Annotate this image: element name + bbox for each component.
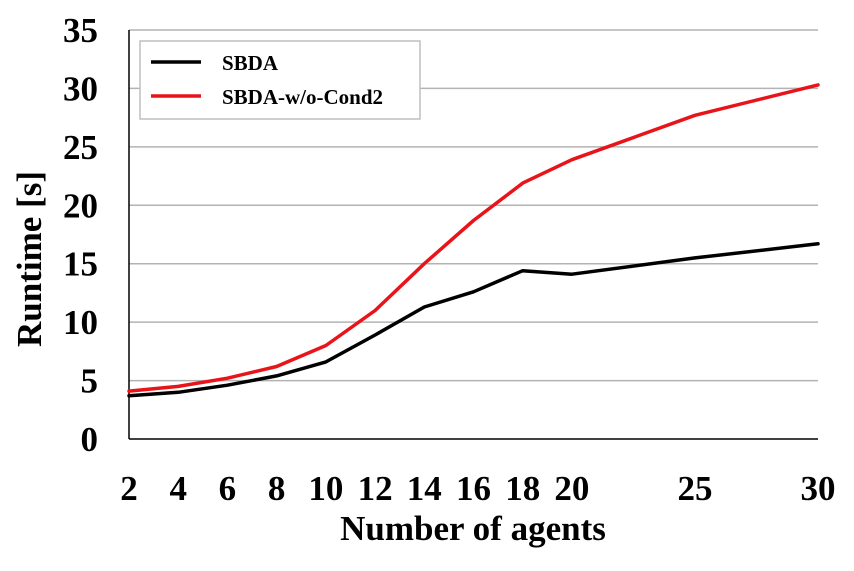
x-tick-label: 16 (456, 469, 491, 508)
series-line-sbda-wo-cond2 (127, 83, 820, 393)
legend-label: SBDA-w/o-Cond2 (222, 85, 383, 109)
legend: SBDA SBDA-w/o-Cond2 (139, 40, 421, 120)
legend-label: SBDA (222, 51, 279, 75)
y-tick-label: 15 (63, 245, 98, 284)
x-tick-label: 10 (308, 469, 343, 508)
x-tick-label: 25 (677, 469, 712, 508)
y-tick-label: 30 (63, 69, 98, 108)
y-tick-label: 20 (63, 186, 98, 225)
x-tick-label: 14 (407, 469, 442, 508)
y-tick-label: 35 (63, 11, 98, 50)
x-axis-title: Number of agents (340, 509, 606, 548)
x-tick-label: 20 (554, 469, 589, 508)
y-tick-label: 10 (63, 303, 98, 342)
x-tick-label: 6 (219, 469, 237, 508)
y-tick-label: 0 (81, 420, 99, 459)
x-tick-label: 4 (169, 469, 187, 508)
x-tick-label: 30 (801, 469, 836, 508)
y-tick-label: 5 (81, 362, 99, 401)
x-tick-label: 12 (358, 469, 393, 508)
x-tick-label: 18 (505, 469, 540, 508)
y-tick-label: 25 (63, 128, 98, 167)
y-axis-title: Runtime [s] (10, 171, 49, 347)
x-tick-label: 2 (120, 469, 138, 508)
axes (128, 30, 818, 440)
series-line-sbda (127, 242, 820, 398)
tick-labels: 0 5 10 15 20 25 30 35 2 4 6 8 10 12 14 16 18 20 25 30 (63, 11, 836, 508)
data-series (127, 83, 820, 398)
legend-box (139, 40, 421, 120)
x-tick-label: 8 (268, 469, 286, 508)
